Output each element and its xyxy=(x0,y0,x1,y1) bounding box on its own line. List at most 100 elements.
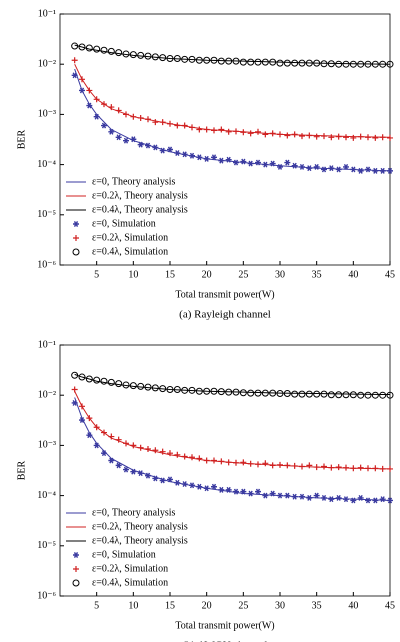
star-marker xyxy=(321,166,327,173)
circle-marker xyxy=(181,55,189,63)
plus-marker xyxy=(211,127,217,134)
star-marker xyxy=(181,481,188,487)
plus-marker xyxy=(335,133,342,140)
plus-marker xyxy=(137,444,144,451)
circle-marker xyxy=(342,391,350,399)
circle-marker xyxy=(305,390,313,398)
circle-marker xyxy=(283,390,291,398)
legend-marker xyxy=(72,579,80,587)
circle-marker xyxy=(151,53,159,61)
x-tick-label: 20 xyxy=(202,600,212,611)
circle-marker xyxy=(335,60,343,68)
plus-marker xyxy=(225,459,232,466)
plus-marker xyxy=(299,133,305,140)
circle-marker xyxy=(137,382,145,390)
plus-marker xyxy=(181,122,188,129)
plus-marker xyxy=(269,462,276,469)
star-marker xyxy=(145,142,151,149)
star-marker xyxy=(387,167,393,174)
y-tick-label: 10⁻⁵ xyxy=(37,540,56,551)
plus-marker xyxy=(196,455,203,462)
star-marker xyxy=(225,486,232,493)
plus-marker xyxy=(306,462,313,469)
plus-marker xyxy=(71,57,78,64)
circle-marker xyxy=(276,59,284,67)
star-marker xyxy=(350,166,357,173)
plus-marker xyxy=(233,459,239,466)
plus-marker xyxy=(255,128,261,135)
plus-marker xyxy=(137,114,144,121)
y-tick-label: 10⁻² xyxy=(38,389,56,400)
circle-marker xyxy=(386,60,394,68)
y-tick-label: 10⁻³ xyxy=(38,440,56,451)
circle-marker xyxy=(327,60,335,68)
circle-marker xyxy=(269,389,277,397)
plus-marker xyxy=(225,128,232,135)
star-marker xyxy=(101,450,107,457)
circle-marker xyxy=(320,60,328,68)
star-marker xyxy=(379,496,386,503)
plus-marker xyxy=(218,458,225,465)
legend-label: ε=0.2λ, Theory analysis xyxy=(92,190,188,201)
x-tick-label: 15 xyxy=(165,600,175,611)
star-marker xyxy=(71,400,78,406)
star-marker xyxy=(189,482,195,489)
circle-marker xyxy=(129,382,137,390)
star-marker xyxy=(159,147,166,154)
plus-marker xyxy=(233,128,239,135)
star-marker xyxy=(299,163,305,170)
y-tick-label: 10⁻² xyxy=(38,58,56,69)
star-marker xyxy=(196,483,203,490)
legend-marker xyxy=(73,552,79,558)
plus-marker xyxy=(93,424,100,431)
plus-marker xyxy=(291,131,298,138)
y-axis-label: BER xyxy=(16,460,27,480)
legend-label: ε=0.2λ, Theory analysis xyxy=(92,521,188,532)
star-marker xyxy=(262,492,269,499)
plus-marker xyxy=(240,129,247,136)
circle-marker xyxy=(137,51,145,59)
circle-marker xyxy=(335,391,343,399)
x-tick-label: 35 xyxy=(312,269,322,280)
theory-line xyxy=(74,68,391,172)
circle-marker xyxy=(371,60,379,68)
y-tick-label: 10⁻⁴ xyxy=(37,490,56,501)
star-marker xyxy=(159,477,166,484)
plus-marker xyxy=(306,132,313,139)
legend-label: ε=0, Simulation xyxy=(92,549,156,560)
circle-marker xyxy=(239,58,247,66)
star-marker xyxy=(255,488,261,495)
y-tick-label: 10⁻⁵ xyxy=(37,209,56,220)
circle-marker xyxy=(173,385,181,393)
circle-marker xyxy=(349,60,357,68)
circle-marker xyxy=(232,388,240,396)
circle-marker xyxy=(166,54,174,62)
x-tick-label: 10 xyxy=(128,269,138,280)
legend-label: ε=0.4λ, Theory analysis xyxy=(92,535,188,546)
legend-label: ε=0.4λ, Simulation xyxy=(92,577,168,588)
star-marker xyxy=(269,490,276,497)
legend-label: ε=0.4λ, Simulation xyxy=(92,246,168,257)
star-marker xyxy=(145,472,151,479)
x-tick-label: 35 xyxy=(312,600,322,611)
circle-marker xyxy=(195,56,203,64)
x-tick-label: 15 xyxy=(165,269,175,280)
star-marker xyxy=(277,163,283,170)
circle-marker xyxy=(342,60,350,68)
legend-marker xyxy=(72,248,80,256)
star-marker xyxy=(284,159,291,166)
star-marker xyxy=(93,113,100,120)
x-tick-label: 40 xyxy=(348,269,358,280)
circle-marker xyxy=(173,54,181,62)
circle-marker xyxy=(254,58,262,66)
plus-marker xyxy=(328,464,335,471)
plus-marker xyxy=(152,119,159,126)
circle-marker xyxy=(357,391,365,399)
circle-marker xyxy=(217,57,225,65)
star-marker xyxy=(189,152,195,159)
legend-label: ε=0, Theory analysis xyxy=(92,507,176,518)
plus-marker xyxy=(152,447,159,454)
circle-marker xyxy=(210,387,218,395)
circle-marker xyxy=(283,59,291,67)
plus-marker xyxy=(335,464,342,471)
